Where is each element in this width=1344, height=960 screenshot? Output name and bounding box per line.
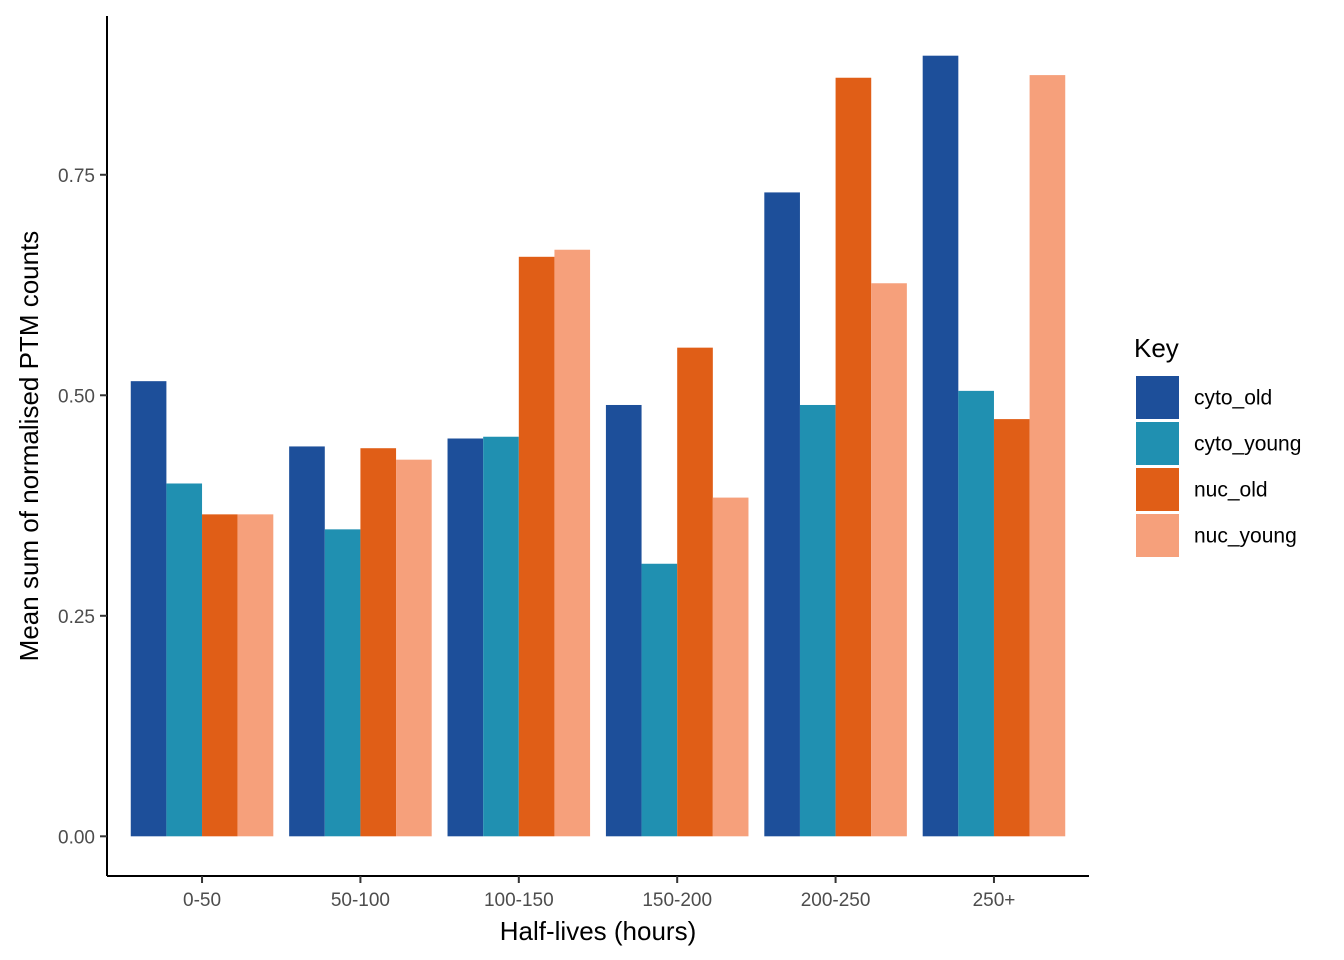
bar-cyto_old-150-200 (605, 404, 642, 837)
bar-nuc_old-250+ (993, 419, 1030, 837)
legend-swatch-nuc_young (1136, 514, 1179, 557)
x-tick-label: 200-250 (801, 890, 871, 911)
legend-swatch-nuc_old (1136, 468, 1179, 511)
bar-nuc_old-100-150 (518, 256, 555, 837)
bar-nuc_young-100-150 (554, 249, 591, 837)
legend-label-cyto_young: cyto_young (1194, 433, 1301, 456)
x-tick-label: 0-50 (183, 890, 221, 911)
bar-cyto_young-0-50 (166, 483, 203, 837)
bar-nuc_young-250+ (1029, 75, 1066, 837)
bar-nuc_old-200-250 (835, 77, 872, 837)
bar-cyto_old-200-250 (764, 192, 800, 837)
x-ticks-group: 0-50 50-100 100-150 150-200 200-250 250+ (183, 876, 1015, 911)
bar-cyto_young-200-250 (799, 404, 836, 837)
legend-swatch-cyto_young (1136, 422, 1179, 465)
bar-nuc_young-150-200 (712, 497, 749, 837)
bar-nuc_old-150-200 (677, 347, 713, 837)
bar-cyto_old-50-100 (289, 446, 325, 837)
bar-cyto_young-150-200 (641, 563, 678, 837)
bar-cyto_old-0-50 (130, 381, 167, 837)
bar-cyto_young-100-150 (483, 436, 519, 837)
bar-cyto_old-100-150 (447, 438, 484, 837)
bar-nuc_old-50-100 (360, 448, 397, 837)
x-tick-label: 100-150 (484, 890, 554, 911)
bar-nuc_old-0-50 (202, 514, 238, 837)
legend-swatch-cyto_old (1136, 376, 1179, 419)
bar-cyto_young-250+ (958, 390, 994, 837)
legend-title: Key (1134, 333, 1179, 363)
y-axis-title: Mean sum of normalised PTM counts (14, 231, 44, 662)
y-tick-label: 0.25 (58, 607, 95, 628)
legend-label-cyto_old: cyto_old (1194, 387, 1272, 410)
bars-group (130, 55, 1066, 837)
y-tick-label: 0.75 (58, 166, 95, 187)
x-tick-label: 50-100 (331, 890, 390, 911)
y-tick-label: 0.50 (58, 386, 95, 407)
legend-label-nuc_old: nuc_old (1194, 479, 1268, 502)
x-axis-title: Half-lives (hours) (500, 916, 697, 946)
bar-nuc_young-50-100 (396, 459, 432, 837)
x-tick-label: 250+ (973, 890, 1016, 911)
bar-nuc_young-200-250 (871, 283, 907, 837)
legend-label-nuc_young: nuc_young (1194, 525, 1297, 548)
bar-nuc_young-0-50 (237, 514, 274, 837)
x-tick-label: 150-200 (642, 890, 712, 911)
y-ticks-group: 0.00 0.25 0.50 0.75 (58, 166, 107, 848)
legend: Key cyto_old cyto_young nuc_old nuc_young (1134, 333, 1301, 557)
y-tick-label: 0.00 (58, 827, 95, 848)
bar-cyto_old-250+ (922, 55, 959, 837)
bar-cyto_young-50-100 (324, 529, 361, 837)
